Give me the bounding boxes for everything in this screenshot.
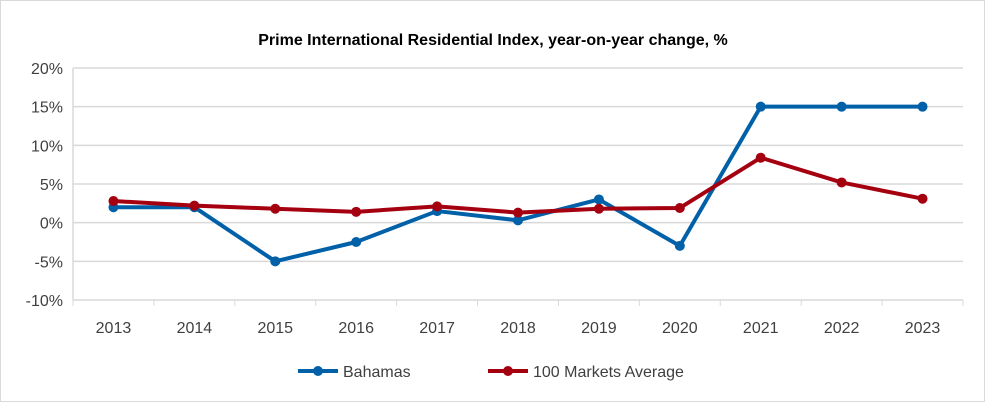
y-tick-label: 10% bbox=[31, 138, 63, 155]
data-point bbox=[674, 202, 685, 213]
chart-title: Prime International Residential Index, y… bbox=[258, 32, 727, 49]
data-point bbox=[351, 206, 362, 217]
x-tick-label: 2022 bbox=[824, 320, 860, 337]
y-tick-label: 0% bbox=[40, 216, 63, 233]
x-tick-label: 2018 bbox=[500, 320, 536, 337]
y-tick-label: 15% bbox=[31, 100, 63, 117]
x-tick-label: 2023 bbox=[905, 320, 941, 337]
legend-marker-1 bbox=[503, 366, 513, 376]
data-point bbox=[270, 256, 281, 267]
series-line-1 bbox=[113, 155, 923, 215]
data-point bbox=[513, 207, 523, 218]
y-tick-label: -5% bbox=[35, 254, 63, 271]
x-tick-label: 2020 bbox=[662, 320, 698, 337]
data-point bbox=[351, 237, 362, 247]
legend-label-1: 100 Markets Average bbox=[533, 364, 684, 381]
data-point bbox=[917, 101, 928, 112]
data-point bbox=[432, 201, 443, 212]
data-point bbox=[270, 203, 281, 214]
legend-marker-0 bbox=[313, 366, 323, 376]
data-point bbox=[755, 152, 766, 163]
y-tick-label: 5% bbox=[40, 177, 63, 194]
x-tick-label: 2015 bbox=[257, 320, 293, 337]
data-point bbox=[836, 177, 847, 188]
legend-label-0: Bahamas bbox=[343, 364, 411, 381]
x-tick-label: 2014 bbox=[177, 320, 213, 337]
data-point bbox=[189, 200, 200, 211]
data-point bbox=[108, 196, 119, 207]
data-point bbox=[836, 101, 847, 112]
data-point bbox=[513, 215, 523, 226]
data-point bbox=[593, 203, 604, 214]
x-tick-label: 2013 bbox=[96, 320, 132, 337]
y-tick-label: 20% bbox=[31, 61, 63, 78]
x-tick-label: 2019 bbox=[581, 320, 617, 337]
data-point bbox=[755, 101, 766, 112]
y-tick-label: -10% bbox=[26, 293, 63, 310]
x-tick-label: 2016 bbox=[338, 320, 374, 337]
x-tick-label: 2021 bbox=[743, 320, 779, 337]
data-point bbox=[593, 194, 604, 205]
data-point bbox=[674, 240, 685, 251]
x-tick-label: 2017 bbox=[419, 320, 455, 337]
data-point bbox=[917, 193, 928, 204]
